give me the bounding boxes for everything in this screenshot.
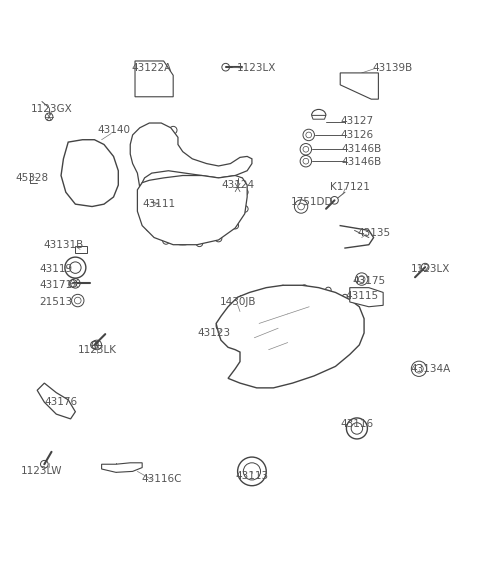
Polygon shape xyxy=(350,288,383,307)
Text: 1123LK: 1123LK xyxy=(77,344,116,355)
Text: 43122A: 43122A xyxy=(132,63,172,73)
Polygon shape xyxy=(61,140,118,206)
Polygon shape xyxy=(137,176,247,245)
Text: 45328: 45328 xyxy=(16,173,49,183)
Text: 43126: 43126 xyxy=(340,130,373,140)
Circle shape xyxy=(91,341,98,349)
Polygon shape xyxy=(340,73,378,99)
Text: K17121: K17121 xyxy=(330,182,370,192)
Circle shape xyxy=(331,196,338,204)
Text: 43123: 43123 xyxy=(197,328,230,338)
Text: 21513: 21513 xyxy=(40,297,73,307)
Polygon shape xyxy=(135,61,173,96)
Circle shape xyxy=(40,461,48,468)
Polygon shape xyxy=(312,116,326,119)
Text: 1751DD: 1751DD xyxy=(290,197,333,207)
Text: 43115: 43115 xyxy=(345,291,378,301)
Text: 43135: 43135 xyxy=(357,228,390,238)
Text: 1123LW: 1123LW xyxy=(21,466,63,476)
Text: 43113: 43113 xyxy=(235,471,268,481)
Text: 43146B: 43146B xyxy=(342,144,382,154)
Text: 1430JB: 1430JB xyxy=(219,297,256,307)
Text: 43116C: 43116C xyxy=(141,473,181,484)
Polygon shape xyxy=(130,123,252,187)
Circle shape xyxy=(421,263,429,271)
Polygon shape xyxy=(216,286,364,388)
Text: 43175: 43175 xyxy=(352,275,385,286)
Text: 1123GX: 1123GX xyxy=(31,104,72,114)
Polygon shape xyxy=(102,463,142,472)
Text: 43139B: 43139B xyxy=(372,63,413,73)
Text: 43124: 43124 xyxy=(221,180,254,190)
Text: 43131B: 43131B xyxy=(43,240,84,250)
Polygon shape xyxy=(37,383,75,419)
Text: 43119: 43119 xyxy=(40,264,73,274)
Text: 1123LX: 1123LX xyxy=(411,264,451,274)
Text: 43176: 43176 xyxy=(45,397,78,407)
Text: 43140: 43140 xyxy=(97,125,130,135)
Text: 1123LX: 1123LX xyxy=(237,63,276,73)
Text: 43134A: 43134A xyxy=(411,364,451,374)
Text: 43116: 43116 xyxy=(340,419,373,429)
Text: 43146B: 43146B xyxy=(342,157,382,167)
Circle shape xyxy=(222,63,229,71)
Polygon shape xyxy=(75,246,87,253)
Text: 43171: 43171 xyxy=(40,280,73,290)
Circle shape xyxy=(69,279,77,287)
Text: 43111: 43111 xyxy=(142,199,175,209)
Text: 43127: 43127 xyxy=(340,116,373,126)
